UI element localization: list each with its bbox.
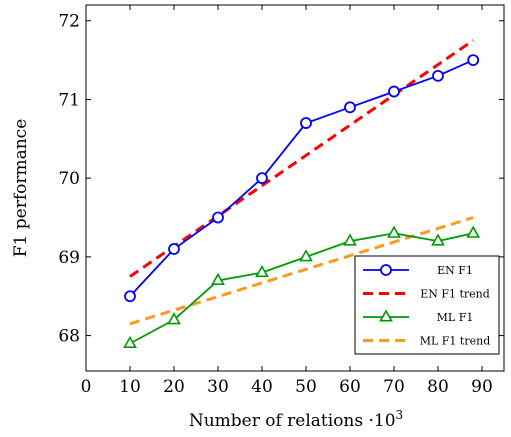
legend-label: EN F1 (437, 264, 473, 277)
x-tick-label: 40 (251, 377, 273, 397)
x-tick-label: 10 (119, 377, 141, 397)
y-tick-label: 72 (58, 12, 80, 32)
legend-marker (379, 309, 393, 322)
x-tick-label: 80 (427, 377, 449, 397)
x-tick-label: 0 (81, 377, 92, 397)
legend-marker (380, 264, 392, 276)
plot-area (123, 39, 481, 349)
x-tick-label: 20 (163, 377, 185, 397)
data-point-ml-f1 (123, 335, 137, 349)
series-line-ml-f1-trend (129, 216, 474, 326)
data-point-en-f1 (432, 69, 444, 82)
data-point-en-f1 (300, 117, 312, 129)
legend-label: ML F1 trend (420, 335, 491, 348)
x-tick-label: 50 (295, 377, 317, 397)
legend-label: ML F1 (437, 311, 474, 324)
x-tick-label: 60 (339, 377, 361, 397)
data-point-ml-f1 (299, 249, 313, 262)
data-point-en-f1 (344, 101, 356, 114)
data-point-ml-f1 (466, 225, 481, 238)
data-point-ml-f1 (343, 233, 357, 246)
y-tick-label: 69 (58, 248, 80, 268)
data-point-ml-f1 (387, 225, 401, 238)
y-tick-label: 71 (58, 90, 80, 110)
x-tick-label: 70 (383, 377, 405, 397)
axis-ticks: 0 10 20 30 40 50 60 70 80 90 68 69 70 71 72 (58, 5, 504, 397)
data-point-ml-f1 (431, 233, 445, 246)
x-tick-label: 30 (207, 377, 229, 397)
data-point-en-f1 (388, 85, 400, 98)
y-tick-label: 68 (58, 327, 80, 347)
data-point-en-f1 (467, 54, 480, 66)
data-point-en-f1 (168, 243, 180, 255)
data-point-en-f1 (256, 172, 268, 185)
x-axis-label: Number of relations ·103 (189, 408, 403, 431)
x-axis-label-exponent: 3 (396, 408, 404, 422)
legend: EN F1 EN F1 trend ML F1 ML F1 trend (354, 255, 500, 355)
data-point-ml-f1 (255, 264, 269, 278)
series-line-en-f1-trend (129, 39, 475, 278)
x-tick-label: 90 (471, 377, 493, 397)
legend-label: EN F1 trend (420, 288, 490, 301)
y-tick-label: 70 (58, 169, 80, 189)
x-axis-label-text: Number of relations ·10 (189, 411, 396, 431)
y-axis-label: F1 performance (11, 119, 31, 258)
legend-box (354, 255, 500, 355)
data-point-ml-f1 (167, 312, 181, 325)
data-point-ml-f1 (211, 272, 225, 286)
data-point-en-f1 (124, 290, 136, 303)
data-point-en-f1 (212, 211, 224, 224)
plot-frame (85, 4, 505, 372)
